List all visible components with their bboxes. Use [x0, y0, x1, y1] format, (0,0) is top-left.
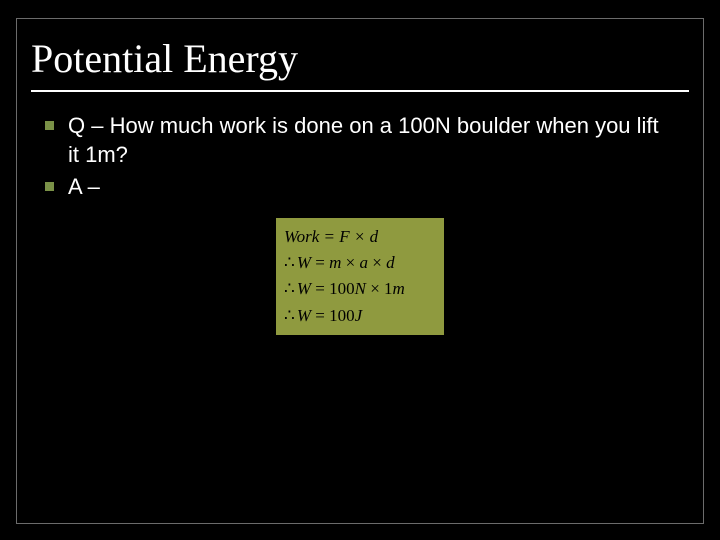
square-bullet-icon: [45, 121, 54, 130]
bullet-list: Q – How much work is done on a 100N boul…: [17, 112, 703, 202]
formula-line-4: ∴W = 100J: [284, 303, 436, 329]
formula-line-1: Work = F × d: [284, 224, 436, 250]
square-bullet-icon: [45, 182, 54, 191]
slide-title: Potential Energy: [17, 19, 703, 90]
bullet-text: Q – How much work is done on a 100N boul…: [68, 112, 675, 169]
formula-line-3: ∴W = 100N × 1m: [284, 276, 436, 302]
formula-line-2: ∴W = m × a × d: [284, 250, 436, 276]
slide-inner-frame: Potential Energy Q – How much work is do…: [16, 18, 704, 524]
slide-outer: Potential Energy Q – How much work is do…: [0, 0, 720, 540]
title-underline: [31, 90, 689, 92]
list-item: Q – How much work is done on a 100N boul…: [45, 112, 675, 169]
formula-block: Work = F × d ∴W = m × a × d ∴W = 100N × …: [276, 218, 444, 335]
list-item: A –: [45, 173, 675, 202]
bullet-text: A –: [68, 173, 100, 202]
